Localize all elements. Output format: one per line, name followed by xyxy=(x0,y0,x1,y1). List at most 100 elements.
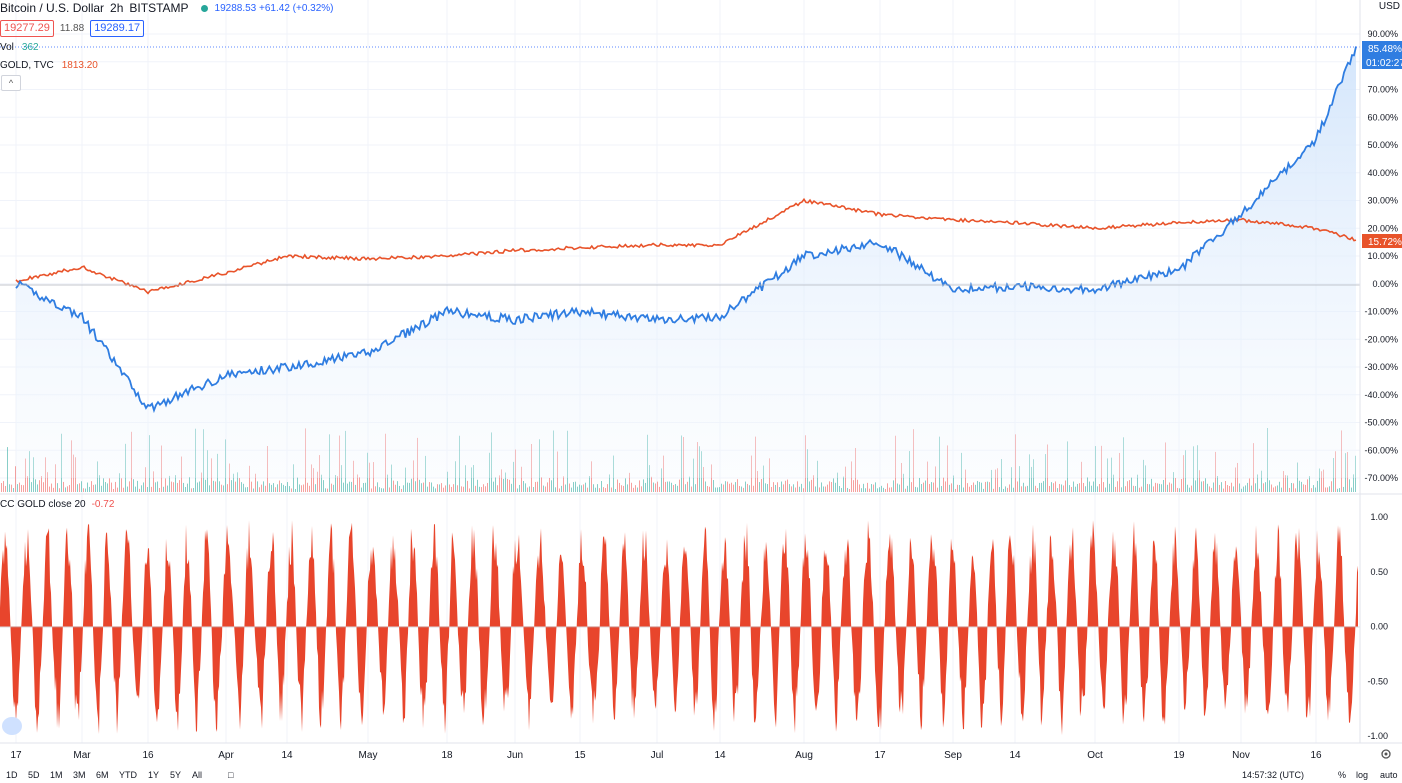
percent-toggle[interactable]: % xyxy=(1338,770,1347,780)
volume-bar xyxy=(823,486,824,492)
symbol-legend[interactable]: Bitcoin / U.S. Dollar 2h BITSTAMP 19288.… xyxy=(0,1,334,15)
range-5y[interactable]: 5Y xyxy=(170,770,182,780)
volume-bar xyxy=(677,485,678,492)
volume-bar xyxy=(719,487,720,492)
range-1y[interactable]: 1Y xyxy=(148,770,160,780)
volume-bar xyxy=(801,483,802,492)
price-scale-ticks: 90.00%80.00%70.00%60.00%50.00%40.00%30.0… xyxy=(1364,29,1398,483)
volume-bar xyxy=(1181,478,1182,492)
volume-bar xyxy=(819,487,820,492)
volume-bar xyxy=(311,464,312,492)
volume-bar xyxy=(423,482,424,492)
volume-bar xyxy=(321,474,322,492)
volume-bar xyxy=(1311,488,1312,492)
tradingview-logo-icon[interactable] xyxy=(2,717,22,735)
goto-date-calendar-icon[interactable]: □ xyxy=(228,770,234,780)
volume-bar xyxy=(471,467,472,492)
volume-bar xyxy=(773,482,774,492)
volume-bar xyxy=(1211,487,1212,492)
range-5d[interactable]: 5D xyxy=(28,770,40,780)
volume-bar xyxy=(375,486,376,492)
volume-bar xyxy=(815,486,816,492)
volume-bar xyxy=(349,481,350,492)
cc-legend[interactable]: CC GOLD close 20 -0.72 xyxy=(0,499,114,510)
cc-tick-label: -0.50 xyxy=(1367,676,1388,686)
range-ytd[interactable]: YTD xyxy=(119,770,137,780)
volume-bar xyxy=(575,481,576,492)
volume-bar xyxy=(529,486,530,492)
volume-bar xyxy=(1327,487,1328,492)
volume-bar xyxy=(949,484,950,492)
currency-label[interactable]: USD xyxy=(1378,1,1400,12)
volume-bar xyxy=(1025,486,1026,492)
volume-bar xyxy=(463,486,464,492)
volume-bar xyxy=(695,484,696,492)
volume-bar xyxy=(869,488,870,492)
btc-last-price-tag: 85.48% 01:02:27 xyxy=(1362,41,1402,69)
volume-bar xyxy=(589,476,590,492)
volume-bar xyxy=(1125,486,1126,492)
range-1d[interactable]: 1D xyxy=(6,770,18,780)
volume-bar xyxy=(341,465,342,492)
sell-price-button[interactable]: 19277.29 xyxy=(0,20,54,37)
volume-bar xyxy=(1005,486,1006,492)
gold-legend[interactable]: GOLD, TVC 1813.20 xyxy=(0,60,98,71)
volume-bar xyxy=(661,468,662,492)
volume-bar xyxy=(1027,485,1028,492)
clock-label[interactable]: 14:57:32 (UTC) xyxy=(1242,770,1305,780)
volume-bar xyxy=(1195,480,1196,492)
volume-bar xyxy=(887,483,888,492)
volume-bar xyxy=(929,483,930,492)
spread-value: 11.88 xyxy=(59,23,85,34)
log-toggle[interactable]: log xyxy=(1356,770,1369,780)
range-all[interactable]: All xyxy=(192,770,203,780)
volume-bar xyxy=(581,485,582,492)
volume-bar xyxy=(191,488,192,492)
volume-bar xyxy=(925,480,926,492)
volume-bar xyxy=(69,485,70,492)
volume-bar xyxy=(519,484,520,492)
interval-label[interactable]: 2h xyxy=(110,1,124,15)
volume-bar xyxy=(955,488,956,492)
volume-bar xyxy=(37,484,38,492)
volume-bar xyxy=(729,483,730,492)
volume-legend[interactable]: Vol 362 xyxy=(0,42,39,53)
volume-bar xyxy=(799,486,800,492)
volume-bar xyxy=(863,483,864,492)
volume-bar xyxy=(835,482,836,492)
buy-price-button[interactable]: 19289.17 xyxy=(90,20,145,37)
volume-bar xyxy=(561,485,562,492)
volume-bar xyxy=(447,471,448,492)
volume-bar xyxy=(837,472,838,492)
volume-bar xyxy=(79,483,80,492)
volume-bar xyxy=(57,483,58,492)
range-1m[interactable]: 1M xyxy=(50,770,63,780)
volume-bar xyxy=(215,481,216,492)
volume-bar xyxy=(153,471,154,492)
volume-bar xyxy=(749,485,750,492)
time-tick-label: 19 xyxy=(1173,750,1185,761)
volume-bar xyxy=(409,482,410,492)
volume-bar xyxy=(351,481,352,492)
volume-bar xyxy=(485,486,486,492)
volume-bar xyxy=(841,487,842,492)
auto-toggle[interactable]: auto xyxy=(1380,770,1398,780)
volume-bar xyxy=(1147,483,1148,492)
collapse-legend-chevron-up-icon[interactable]: ^ xyxy=(1,75,21,91)
market-status-dot-icon xyxy=(200,4,208,12)
range-6m[interactable]: 6M xyxy=(96,770,109,780)
volume-bar xyxy=(653,482,654,492)
volume-bar xyxy=(287,482,288,492)
volume-bar xyxy=(617,479,618,492)
volume-bar xyxy=(193,487,194,492)
range-3m[interactable]: 3M xyxy=(73,770,86,780)
volume-bar xyxy=(371,488,372,492)
volume-bar xyxy=(135,486,136,492)
volume-bar xyxy=(879,487,880,492)
volume-bar xyxy=(889,487,890,492)
settings-gear-icon[interactable] xyxy=(1381,749,1391,759)
symbol-title[interactable]: Bitcoin / U.S. Dollar xyxy=(0,1,105,15)
volume-bar xyxy=(1117,481,1118,492)
